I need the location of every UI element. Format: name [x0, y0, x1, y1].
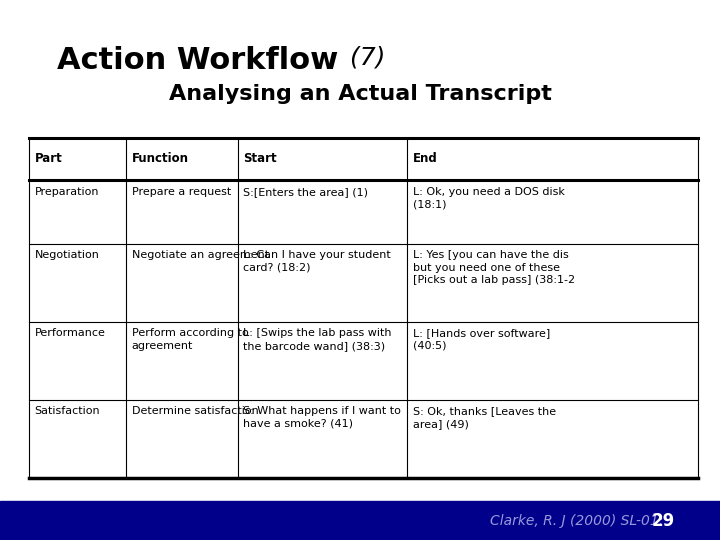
- Bar: [0, 501, 720, 540]
- Text: L: Ok, you need a DOS disk
(18:1): L: Ok, you need a DOS disk (18:1): [413, 187, 564, 209]
- Text: Clarke, R. J (2000) SL-01:: Clarke, R. J (2000) SL-01:: [490, 514, 672, 528]
- Text: 29: 29: [652, 511, 675, 530]
- Text: Negotiation: Negotiation: [35, 251, 99, 260]
- Text: Start: Start: [243, 152, 277, 165]
- Text: S: What happens if I want to
have a smoke? (41): S: What happens if I want to have a smok…: [243, 407, 401, 429]
- Text: L: [Swips the lab pass with
the barcode wand] (38:3): L: [Swips the lab pass with the barcode …: [243, 328, 392, 351]
- Text: L: Yes [you can have the dis
but you need one of these
[Picks out a lab pass] (3: L: Yes [you can have the dis but you nee…: [413, 251, 575, 285]
- Text: Performance: Performance: [35, 328, 105, 339]
- Text: S: Ok, thanks [Leaves the
area] (49): S: Ok, thanks [Leaves the area] (49): [413, 407, 556, 429]
- Text: Negotiate an agreement: Negotiate an agreement: [132, 251, 269, 260]
- Text: Preparation: Preparation: [35, 187, 99, 197]
- Text: L: [Hands over software]
(40:5): L: [Hands over software] (40:5): [413, 328, 550, 351]
- Text: Determine satisfaction: Determine satisfaction: [132, 407, 258, 416]
- Text: Action Workflow: Action Workflow: [57, 46, 338, 75]
- Text: L: Can I have your student
card? (18:2): L: Can I have your student card? (18:2): [243, 251, 391, 273]
- Text: Part: Part: [35, 152, 63, 165]
- Text: Prepare a request: Prepare a request: [132, 187, 231, 197]
- Text: S:[Enters the area] (1): S:[Enters the area] (1): [243, 187, 369, 197]
- Text: (7): (7): [342, 46, 385, 70]
- Text: End: End: [413, 152, 437, 165]
- Text: Function: Function: [132, 152, 189, 165]
- Text: Perform according to
agreement: Perform according to agreement: [132, 328, 248, 351]
- Text: Analysing an Actual Transcript: Analysing an Actual Transcript: [168, 84, 552, 104]
- Text: Satisfaction: Satisfaction: [35, 407, 100, 416]
